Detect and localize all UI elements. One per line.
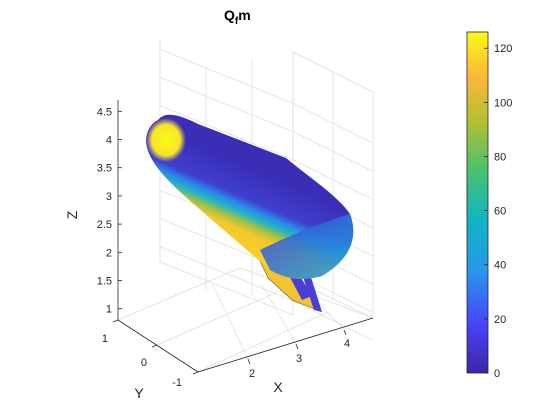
y-axis-ticks: 1 0 -1 <box>102 319 199 389</box>
y-tick-label: 0 <box>141 357 147 369</box>
colorbar-gradient <box>466 31 489 374</box>
colorbar-tick-label: 120 <box>494 43 512 55</box>
colorbar-tick-label: 0 <box>494 368 500 380</box>
x-tick-label: 3 <box>296 353 302 365</box>
x-axis-label: X <box>273 379 283 395</box>
z-grid-line <box>292 159 374 201</box>
x-tick-label: 2 <box>249 368 255 380</box>
z-tick-label: 3.5 <box>97 163 112 175</box>
z-tick-label: 2 <box>106 247 112 259</box>
z-tick-label: 1.5 <box>97 276 112 288</box>
colorbar-tick-label: 60 <box>494 206 506 218</box>
colorbar-tick-label: 40 <box>494 260 506 272</box>
z-grid-line <box>292 300 374 342</box>
z-tick-label: 4.5 <box>97 106 112 118</box>
title-main: Q <box>224 7 235 23</box>
z-tick-label: 3 <box>106 191 112 203</box>
chart-title: Qfm <box>224 7 251 27</box>
z-grid-line <box>159 77 294 132</box>
title-subscript: f <box>235 16 239 27</box>
z-axis-label: Z <box>64 210 80 219</box>
colorbar-tick-label: 20 <box>494 314 506 326</box>
title-tail: m <box>238 7 250 23</box>
z-axis-ticks: 4.5 4 3.5 3 2.5 2 1.5 1 <box>97 106 122 316</box>
z-grid-line <box>292 102 374 144</box>
z-tick-label: 2.5 <box>97 219 112 231</box>
body-surface <box>146 114 354 279</box>
colorbar-tick-label: 80 <box>494 151 506 163</box>
y-tick-label: 1 <box>102 333 108 345</box>
z-tick-label: 1 <box>106 304 112 316</box>
z-grid-line <box>292 131 374 172</box>
y-axis-label: Y <box>134 385 144 401</box>
colorbar: 120 100 80 60 40 20 0 <box>466 31 512 380</box>
x-axis-ticks: 2 3 4 <box>247 329 350 380</box>
x-tick-label: 4 <box>344 338 350 350</box>
colorbar-tick-label: 100 <box>494 97 512 109</box>
axes-lines <box>117 100 374 373</box>
y-tick-label: -1 <box>172 377 182 389</box>
z-tick-label: 4 <box>106 134 112 146</box>
z-grid-line <box>159 105 294 161</box>
z-grid-line <box>159 48 294 104</box>
